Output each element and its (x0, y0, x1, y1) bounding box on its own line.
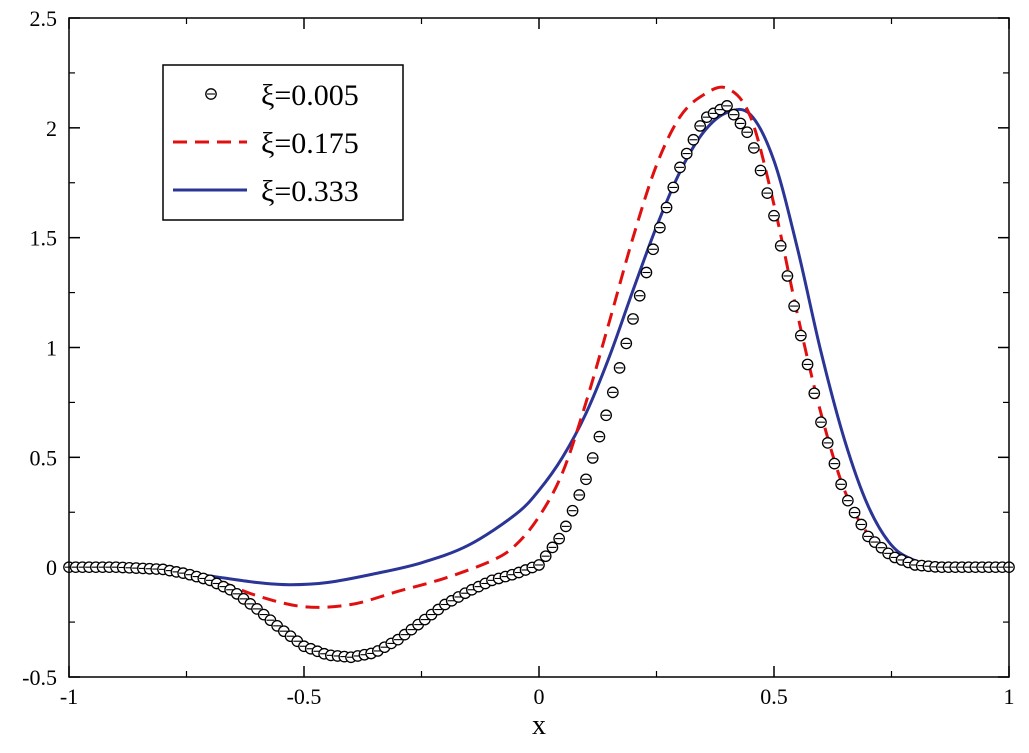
data-point (727, 108, 740, 121)
data-point (748, 142, 760, 154)
data-point (647, 243, 659, 256)
data-point (586, 452, 599, 464)
data-point (687, 133, 700, 146)
legend-label: ξ=0.175 (261, 127, 359, 160)
x-axis-title: x (532, 710, 546, 741)
data-point (848, 506, 861, 519)
y-tick-label: 2 (46, 116, 57, 141)
legend: ξ=0.005 ξ=0.175 ξ=0.333 (162, 64, 404, 221)
data-point (620, 337, 633, 350)
data-point (660, 201, 673, 214)
data-point (835, 478, 847, 491)
data-point (828, 457, 841, 470)
data-point (607, 386, 619, 399)
data-point (566, 504, 579, 517)
data-point (600, 409, 612, 422)
x-tick-label: -1 (60, 684, 78, 709)
plot-series (63, 85, 1015, 664)
data-point (633, 289, 646, 302)
y-tick-label: 2.5 (30, 6, 58, 31)
data-point (741, 126, 753, 139)
data-point (627, 313, 639, 325)
legend-label: ξ=0.333 (261, 175, 359, 208)
data-point (533, 559, 545, 571)
y-tick-label: 1.5 (30, 226, 58, 251)
data-point (721, 100, 733, 112)
y-tick-label: 0.5 (30, 445, 58, 470)
x-tick-label: -0.5 (287, 684, 322, 709)
x-tick-label: 0 (534, 684, 545, 709)
series-line-2 (68, 107, 1010, 587)
data-point (761, 187, 774, 199)
data-point (821, 437, 834, 449)
y-tick-label: -0.5 (22, 665, 57, 690)
y-tick-label: 1 (46, 336, 57, 361)
series-markers-0 (63, 100, 1015, 664)
data-point (842, 494, 854, 507)
y-tick-label: 0 (46, 555, 57, 580)
data-point (754, 164, 767, 177)
data-point (795, 329, 807, 342)
data-point (680, 147, 693, 160)
data-point (808, 387, 821, 400)
data-point (855, 518, 868, 531)
data-point (539, 550, 552, 563)
data-point (593, 430, 606, 443)
data-point (573, 489, 586, 501)
data-point (613, 362, 626, 374)
x-tick-label: 1 (1004, 684, 1015, 709)
axis-ticks (68, 17, 1010, 678)
legend-label: ξ=0.005 (261, 79, 359, 112)
data-point (654, 221, 666, 234)
data-point (580, 473, 592, 486)
data-point (801, 358, 814, 371)
data-point (768, 209, 780, 222)
x-tick-label: 0.5 (760, 684, 788, 709)
data-point (781, 270, 794, 282)
data-point (667, 181, 680, 194)
data-point (694, 120, 706, 132)
data-point (788, 300, 800, 312)
data-point (674, 161, 686, 174)
data-point (546, 541, 559, 554)
data-point (553, 532, 565, 545)
tick-labels: -1 -0.5 0 0.5 1-0.500.511.522.5 (22, 6, 1014, 709)
plot-frame (68, 17, 1010, 678)
legend-symbol (205, 88, 217, 100)
data-point (815, 416, 827, 429)
data-point (774, 239, 787, 252)
data-point (734, 117, 747, 130)
data-point (640, 266, 653, 279)
data-point (560, 520, 572, 533)
